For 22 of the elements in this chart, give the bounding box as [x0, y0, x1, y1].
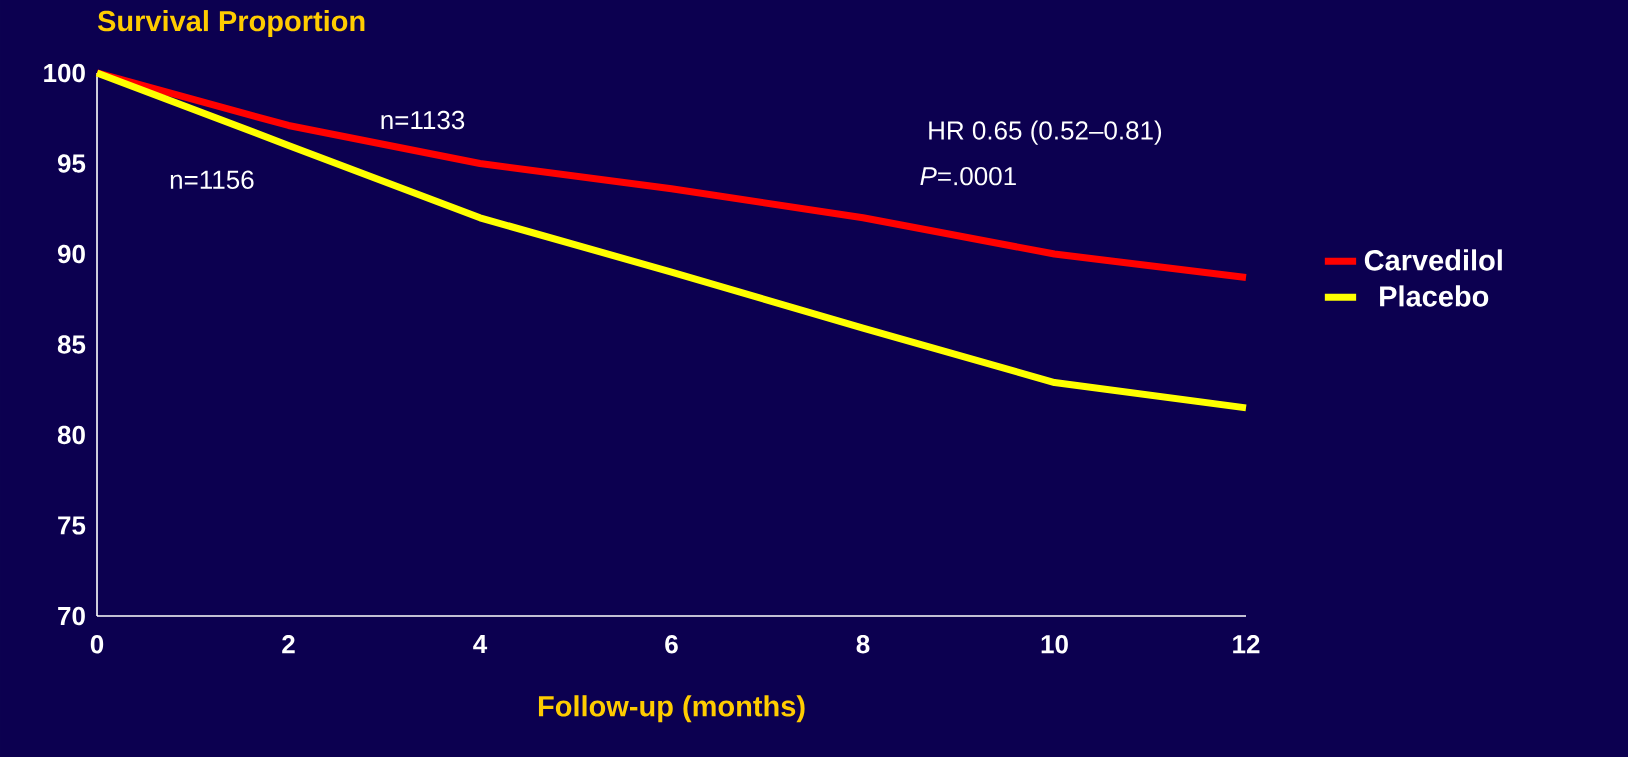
y-tick-label: 100	[44, 63, 85, 83]
y-tick-label: 90	[57, 244, 85, 264]
x-tick-label: 6	[665, 635, 678, 654]
y-tick-label: 95	[57, 154, 86, 173]
chart-title: Survival Proportion	[97, 10, 365, 38]
y-tick-label: 70	[58, 606, 85, 626]
y-tick-label: 85	[57, 335, 86, 354]
x-tick-label: 0	[90, 635, 104, 654]
x-tick-label: 4	[473, 635, 488, 653]
y-tick-label: 80	[57, 425, 85, 445]
legend-label: Placebo	[1380, 285, 1489, 307]
annotation: n=1133	[381, 110, 465, 130]
y-tick-label: 75	[58, 516, 86, 535]
x-tick-label: 10	[1041, 635, 1068, 654]
x-tick-label: 8	[856, 635, 870, 654]
annotation: n=1156	[170, 170, 254, 189]
x-tick-label: 12	[1233, 635, 1260, 654]
x-axis-title: Follow-up (months)	[538, 695, 805, 723]
annotation: HR 0.65 (0.52–0.81)	[929, 120, 1162, 145]
x-tick-label: 2	[282, 635, 295, 654]
annotation: P=.0001	[920, 166, 1016, 186]
legend-label: Carvedilol	[1364, 249, 1502, 271]
